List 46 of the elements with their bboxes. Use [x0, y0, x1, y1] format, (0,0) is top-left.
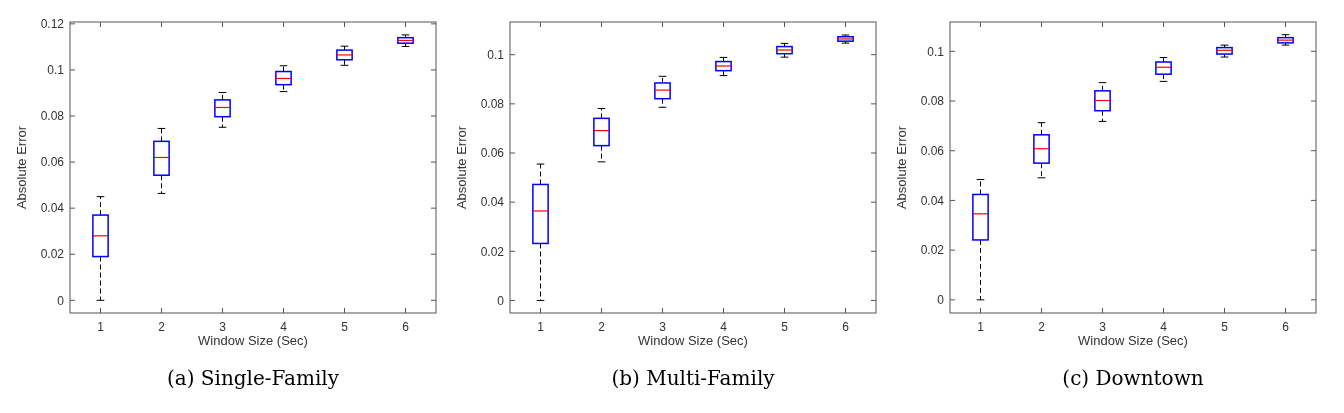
x-tick-label: 5 [1221, 320, 1229, 334]
y-axis-title: Absolute Error [454, 125, 469, 210]
y-tick-label: 0.06 [40, 155, 65, 170]
y-tick-label: 0.04 [40, 201, 65, 216]
x-axis-title: Window Size (Sec) [198, 333, 308, 348]
y-tick-label: 0.1 [927, 44, 945, 59]
y-tick-label: 0.06 [480, 146, 505, 161]
y-axis-title: Absolute Error [14, 125, 29, 210]
text: (a) Single-Family [166, 366, 340, 390]
x-tick-label: 1 [97, 320, 105, 334]
y-tick-label: 0.04 [920, 193, 945, 208]
y-tick-label: 0.02 [40, 247, 65, 262]
x-tick-label: 5 [341, 320, 349, 334]
y-tick-label: 0 [497, 293, 505, 308]
x-tick-label: 6 [1282, 320, 1290, 334]
y-tick-label: 0 [937, 293, 945, 308]
x-tick-label: 6 [402, 320, 410, 334]
x-tick-label: 2 [158, 320, 166, 334]
y-tick-label: 0.06 [920, 143, 945, 158]
y-tick-label: 0.08 [920, 94, 945, 109]
x-axis-title: Window Size (Sec) [1078, 333, 1188, 348]
text: (c) Downtown [1062, 366, 1204, 390]
x-tick-label: 4 [720, 320, 728, 334]
y-tick-label: 0.1 [47, 63, 65, 78]
y-tick-label: 0.04 [480, 195, 505, 210]
x-tick-label: 4 [280, 320, 288, 334]
x-tick-label: 6 [842, 320, 850, 334]
x-tick-label: 3 [1099, 320, 1107, 334]
x-tick-label: 3 [659, 320, 667, 334]
y-tick-label: 0.02 [920, 243, 945, 258]
y-tick-label: 0.08 [40, 109, 65, 124]
text: (b) Multi-Family [611, 366, 776, 390]
y-tick-label: 0.08 [480, 97, 505, 112]
x-tick-label: 3 [219, 320, 227, 334]
y-tick-label: 0.1 [487, 47, 505, 62]
x-tick-label: 4 [1160, 320, 1168, 334]
y-tick-label: 0.12 [40, 17, 65, 32]
y-axis-title: Absolute Error [894, 125, 909, 210]
y-tick-label: 0.02 [480, 244, 505, 259]
x-axis-title: Window Size (Sec) [638, 333, 748, 348]
x-tick-label: 2 [1038, 320, 1046, 334]
x-tick-label: 1 [537, 320, 545, 334]
x-tick-label: 1 [977, 320, 985, 334]
x-tick-label: 5 [781, 320, 789, 334]
x-tick-label: 2 [598, 320, 606, 334]
y-tick-label: 0 [57, 293, 65, 308]
